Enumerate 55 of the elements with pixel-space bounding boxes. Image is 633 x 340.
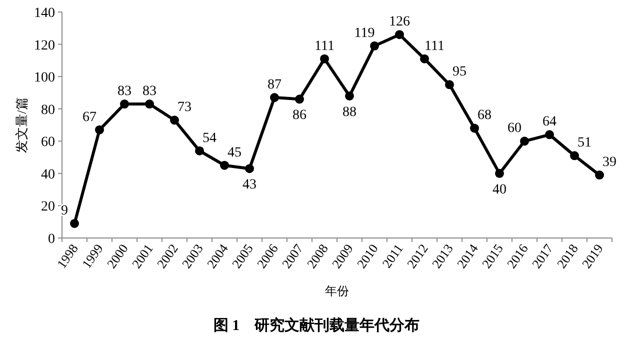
data-label: 9 <box>61 203 68 218</box>
point <box>270 93 279 102</box>
data-label: 67 <box>82 110 96 125</box>
point <box>70 218 79 228</box>
data-label: 45 <box>228 145 242 160</box>
data-label: 43 <box>242 178 256 193</box>
point <box>520 136 529 146</box>
data-label: 126 <box>389 14 410 30</box>
text: 图 1 研究文献刊载量年代分布 <box>213 316 420 334</box>
y-tick-label: 40 <box>41 167 55 182</box>
point <box>370 41 379 50</box>
point <box>420 54 429 64</box>
point <box>570 151 579 160</box>
point <box>595 170 604 180</box>
y-tick-label: 140 <box>34 6 55 21</box>
data-label: 39 <box>602 155 616 170</box>
y-tick-label: 80 <box>41 102 55 118</box>
point <box>470 124 479 133</box>
point <box>170 116 179 125</box>
point <box>345 91 354 100</box>
y-tick-label: 120 <box>34 38 55 54</box>
y-tick-label: 20 <box>41 200 55 215</box>
data-label: 64 <box>542 114 556 130</box>
y-tick-label: 100 <box>34 70 55 86</box>
point <box>495 168 504 178</box>
data-label: 111 <box>314 38 334 54</box>
data-label: 40 <box>492 182 506 198</box>
y-tick-label: 0 <box>48 232 55 247</box>
data-label: 83 <box>118 84 132 100</box>
point <box>295 94 304 104</box>
y-tick-label: 60 <box>41 135 55 150</box>
point <box>320 54 329 64</box>
point <box>95 125 104 134</box>
point <box>220 160 229 170</box>
point <box>545 130 554 140</box>
data-label: 73 <box>178 100 192 116</box>
data-label: 119 <box>354 26 375 41</box>
point <box>145 100 154 109</box>
data-label: 68 <box>478 108 492 124</box>
data-label: 86 <box>292 108 306 124</box>
data-label: 51 <box>578 136 592 151</box>
data-label: 111 <box>424 38 444 54</box>
data-label: 54 <box>202 130 216 146</box>
point <box>445 80 454 90</box>
y-axis-title: 发文量/篇 <box>14 97 29 153</box>
data-label: 88 <box>342 104 356 120</box>
point <box>120 100 129 109</box>
data-label: 83 <box>142 84 156 100</box>
data-label: 95 <box>452 64 466 80</box>
data-label: 87 <box>268 78 282 93</box>
point <box>195 146 204 156</box>
point <box>245 164 254 174</box>
point <box>395 30 404 40</box>
data-label: 60 <box>508 121 522 136</box>
x-axis-title: 年份 <box>325 284 349 298</box>
